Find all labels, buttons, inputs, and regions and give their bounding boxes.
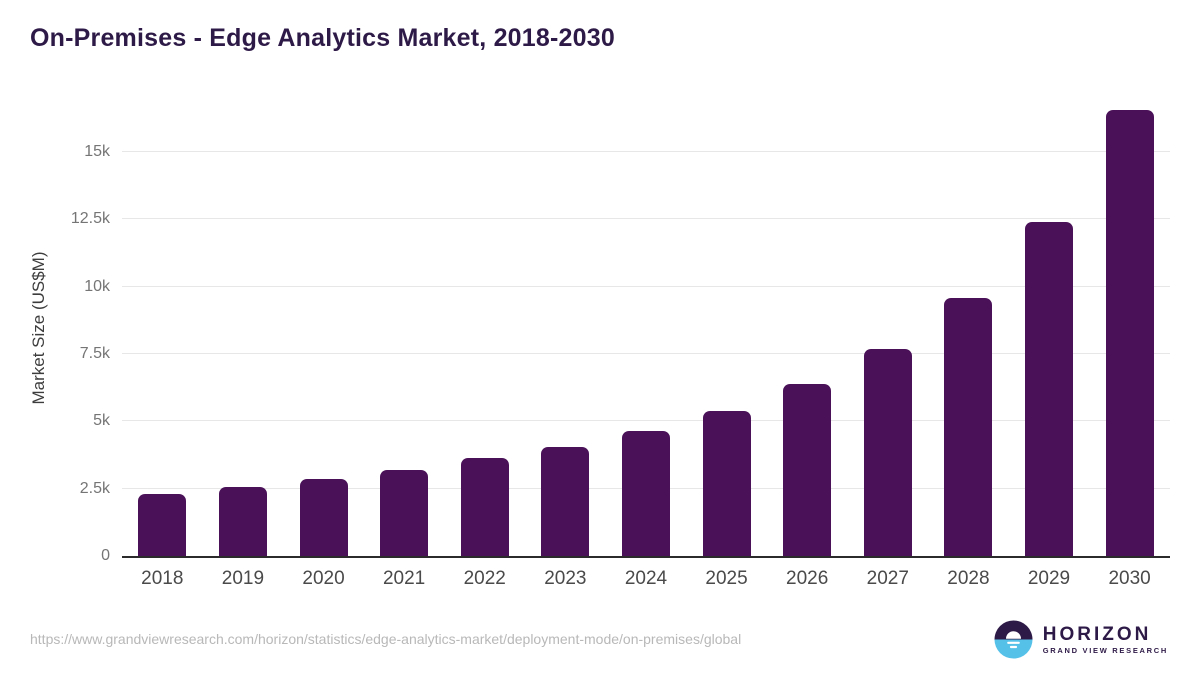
bar-slot-2026 xyxy=(767,98,848,556)
bars-container xyxy=(122,98,1170,556)
horizon-logo-icon xyxy=(994,620,1033,659)
gridline-5k xyxy=(122,420,1170,422)
xlabel-2028: 2028 xyxy=(947,568,990,589)
x-axis-labels: 2018 2019 2020 2021 2022 2023 2024 2025 2026 2027… xyxy=(122,568,1170,590)
ytick-10k: 10k xyxy=(84,277,110,295)
xlabel-2022: 2022 xyxy=(463,568,506,589)
ytick-5k: 5k xyxy=(93,412,110,430)
xlabel-2018: 2018 xyxy=(141,568,184,589)
bar-2027[interactable] xyxy=(863,349,912,556)
xlabel-2030: 2030 xyxy=(1108,568,1151,589)
source-url: https://www.grandviewresearch.com/horizo… xyxy=(30,631,742,647)
bar-2030[interactable] xyxy=(1105,110,1154,556)
xlabel-2020: 2020 xyxy=(302,568,345,589)
ytick-7.5k: 7.5k xyxy=(79,344,110,362)
bar-2026[interactable] xyxy=(783,384,832,556)
bar-2023[interactable] xyxy=(541,446,590,556)
xlabel-2025: 2025 xyxy=(705,568,748,589)
bar-slot-2023 xyxy=(525,98,606,556)
gridline-10k xyxy=(122,285,1170,287)
horizon-logo: HORIZON GRAND VIEW RESEARCH xyxy=(994,620,1168,659)
bar-slot-2019 xyxy=(203,98,284,556)
xlabel-2021: 2021 xyxy=(382,568,426,589)
bar-slot-2021 xyxy=(364,98,445,556)
bar-2022[interactable] xyxy=(460,458,509,556)
xlabel-2024: 2024 xyxy=(624,568,668,589)
bar-2020[interactable] xyxy=(299,479,348,556)
logo-subtitle: GRAND VIEW RESEARCH xyxy=(1042,645,1168,655)
bar-2018[interactable] xyxy=(138,494,187,556)
xlabel-2023: 2023 xyxy=(544,568,587,589)
horizon-logo-text: HORIZON GRAND VIEW RESEARCH xyxy=(1043,625,1168,655)
chart-title: On-Premises - Edge Analytics Market, 201… xyxy=(30,24,615,52)
bar-slot-2030 xyxy=(1089,98,1170,556)
logo-name: HORIZON xyxy=(1042,623,1152,645)
bar-2025[interactable] xyxy=(702,410,751,556)
xlabel-2026: 2026 xyxy=(786,568,829,589)
bar-slot-2028 xyxy=(928,98,1009,556)
ytick-15k: 15k xyxy=(84,142,110,160)
plot-area: 0 2.5k 5k 7.5k 10k 12.5k 15k xyxy=(71,98,1170,564)
bar-slot-2020 xyxy=(283,98,364,556)
bar-slot-2029 xyxy=(1009,98,1090,556)
ytick-2.5k: 2.5k xyxy=(79,479,110,497)
bar-2021[interactable] xyxy=(380,469,429,556)
xlabel-2029: 2029 xyxy=(1027,568,1071,589)
bar-slot-2018 xyxy=(122,98,203,556)
gridline-12.5k xyxy=(122,218,1170,220)
bar-2029[interactable] xyxy=(1025,222,1073,556)
xlabel-2019: 2019 xyxy=(221,568,265,589)
ytick-0: 0 xyxy=(101,547,110,564)
bar-slot-2022 xyxy=(444,98,525,556)
bar-slot-2025 xyxy=(686,98,767,556)
y-axis-title: Market Size (US$M) xyxy=(29,251,48,405)
bar-2024[interactable] xyxy=(621,431,670,556)
ytick-12.5k: 12.5k xyxy=(70,210,110,228)
bar-2028[interactable] xyxy=(944,297,993,556)
bar-slot-2024 xyxy=(606,98,687,556)
gridline-7.5k xyxy=(122,352,1170,354)
xlabel-2027: 2027 xyxy=(866,568,909,589)
gridline-15k xyxy=(122,150,1170,152)
bar-2019[interactable] xyxy=(218,487,267,556)
bar-slot-2027 xyxy=(847,98,928,556)
